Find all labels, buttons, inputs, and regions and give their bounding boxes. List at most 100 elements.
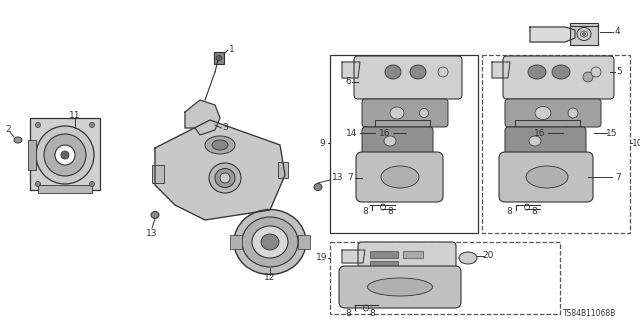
Text: 7: 7 <box>615 172 621 181</box>
Text: 3: 3 <box>222 124 228 132</box>
Bar <box>370 261 398 266</box>
Bar <box>38 185 92 193</box>
Polygon shape <box>185 100 220 135</box>
Polygon shape <box>530 27 575 42</box>
Ellipse shape <box>535 107 551 119</box>
Ellipse shape <box>216 55 222 60</box>
Ellipse shape <box>528 65 546 79</box>
FancyBboxPatch shape <box>356 152 443 202</box>
Ellipse shape <box>381 166 419 188</box>
Ellipse shape <box>90 181 95 187</box>
Ellipse shape <box>583 72 593 82</box>
Ellipse shape <box>35 123 40 127</box>
Bar <box>375 120 430 148</box>
Polygon shape <box>492 62 510 78</box>
Ellipse shape <box>261 234 279 250</box>
Ellipse shape <box>410 65 426 79</box>
Ellipse shape <box>215 169 235 188</box>
Ellipse shape <box>385 65 401 79</box>
Text: 16: 16 <box>534 129 546 138</box>
Text: 14: 14 <box>346 129 358 138</box>
Text: 12: 12 <box>264 274 276 283</box>
Ellipse shape <box>36 126 94 184</box>
Ellipse shape <box>526 166 568 188</box>
Text: 10: 10 <box>632 139 640 148</box>
FancyBboxPatch shape <box>339 266 461 308</box>
Ellipse shape <box>151 212 159 219</box>
Ellipse shape <box>205 136 235 154</box>
Bar <box>370 251 398 258</box>
Ellipse shape <box>390 107 404 119</box>
Ellipse shape <box>529 136 541 146</box>
Polygon shape <box>342 250 365 263</box>
FancyBboxPatch shape <box>362 99 448 127</box>
Bar <box>298 235 310 249</box>
Ellipse shape <box>582 33 586 36</box>
Text: 8: 8 <box>506 207 512 217</box>
FancyBboxPatch shape <box>362 127 433 155</box>
Text: 9: 9 <box>319 139 325 148</box>
Bar <box>330 55 478 233</box>
Bar <box>152 165 164 183</box>
Ellipse shape <box>552 65 570 79</box>
Bar <box>570 23 598 45</box>
Ellipse shape <box>220 173 230 183</box>
Text: TS84B11068B: TS84B11068B <box>563 309 616 318</box>
Ellipse shape <box>212 140 228 150</box>
Text: 8: 8 <box>362 207 368 217</box>
FancyBboxPatch shape <box>499 152 593 202</box>
Text: 19: 19 <box>316 253 328 262</box>
Bar <box>403 251 423 258</box>
Ellipse shape <box>234 210 306 275</box>
Ellipse shape <box>577 28 591 41</box>
Text: 20: 20 <box>483 251 493 260</box>
Ellipse shape <box>35 181 40 187</box>
Text: 13: 13 <box>332 173 344 182</box>
Bar <box>28 140 36 170</box>
FancyBboxPatch shape <box>505 99 601 127</box>
Ellipse shape <box>90 123 95 127</box>
Ellipse shape <box>438 67 448 77</box>
Text: 16: 16 <box>380 129 391 138</box>
FancyBboxPatch shape <box>503 56 614 99</box>
Ellipse shape <box>559 127 573 139</box>
Ellipse shape <box>14 137 22 143</box>
Bar <box>515 120 580 148</box>
Ellipse shape <box>44 134 86 176</box>
Text: 8: 8 <box>369 308 375 317</box>
Ellipse shape <box>55 145 75 165</box>
Text: 15: 15 <box>606 129 618 138</box>
Ellipse shape <box>367 278 433 296</box>
Polygon shape <box>342 62 360 78</box>
Ellipse shape <box>61 151 69 159</box>
Bar <box>230 235 242 249</box>
Polygon shape <box>155 120 285 220</box>
Ellipse shape <box>419 108 429 117</box>
Text: 11: 11 <box>69 110 81 119</box>
Ellipse shape <box>459 252 477 264</box>
FancyBboxPatch shape <box>354 56 462 99</box>
Text: 5: 5 <box>616 68 622 76</box>
Ellipse shape <box>568 108 578 118</box>
Bar <box>330 242 560 314</box>
Ellipse shape <box>591 67 601 77</box>
Text: 6: 6 <box>345 77 351 86</box>
Text: 7: 7 <box>347 173 353 182</box>
Ellipse shape <box>252 226 288 258</box>
Text: 13: 13 <box>147 228 157 237</box>
Ellipse shape <box>242 217 298 267</box>
Ellipse shape <box>412 127 424 139</box>
Ellipse shape <box>384 136 396 146</box>
Text: 8: 8 <box>387 207 393 217</box>
Bar <box>30 118 100 190</box>
Text: 8: 8 <box>345 308 351 317</box>
Ellipse shape <box>580 31 588 37</box>
Ellipse shape <box>314 183 322 190</box>
Text: 1: 1 <box>229 45 235 54</box>
Text: 4: 4 <box>614 28 620 36</box>
Bar <box>278 162 288 178</box>
FancyBboxPatch shape <box>505 127 586 155</box>
Text: 8: 8 <box>531 207 537 217</box>
Text: 2: 2 <box>5 124 11 133</box>
Ellipse shape <box>209 163 241 193</box>
